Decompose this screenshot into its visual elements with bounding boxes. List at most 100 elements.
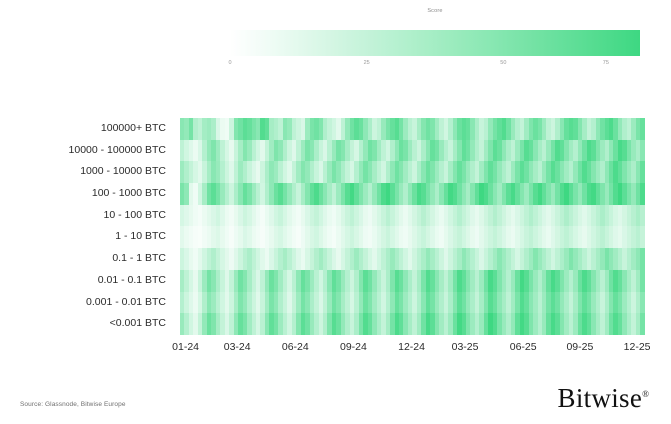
heatmap-cell <box>524 183 529 205</box>
heatmap-cell <box>336 183 341 205</box>
heatmap-row <box>180 313 645 335</box>
heatmap-cell <box>193 291 198 314</box>
heatmap-cell <box>390 269 395 292</box>
heatmap-cell <box>381 118 386 140</box>
heatmap-cell <box>466 139 471 162</box>
heatmap-cell <box>358 118 364 140</box>
heatmap-cell <box>591 226 596 249</box>
heatmap-cell <box>407 313 413 335</box>
heatmap-cell <box>215 291 221 314</box>
heatmap-row <box>180 139 645 162</box>
heatmap-cell <box>577 291 583 314</box>
heatmap-cell <box>546 161 551 184</box>
heatmap-cell <box>613 248 618 270</box>
heatmap-cell <box>300 118 306 140</box>
heatmap-cell <box>470 161 475 184</box>
heatmap-cell <box>363 139 368 162</box>
heatmap-cell <box>394 248 399 270</box>
heatmap-cell <box>421 118 426 140</box>
heatmap-cell <box>555 161 560 184</box>
heatmap-cell <box>323 161 328 184</box>
heatmap-cell <box>461 248 466 270</box>
heatmap-cell <box>515 161 520 184</box>
x-axis-label-0: 01-24 <box>172 341 200 353</box>
heatmap-cell <box>631 269 636 292</box>
heatmap-cell <box>211 139 216 162</box>
heatmap-cell <box>559 248 565 270</box>
heatmap-cell <box>296 269 301 292</box>
heatmap-cell <box>345 204 350 227</box>
heatmap-cell <box>180 248 185 270</box>
heatmap-cell <box>457 161 462 184</box>
heatmap-cell <box>184 183 189 205</box>
heatmap-cell <box>363 161 368 184</box>
heatmap-cell <box>573 161 578 184</box>
heatmap-cell <box>273 161 279 184</box>
heatmap-cell <box>488 183 493 205</box>
heatmap-cell <box>180 291 185 314</box>
heatmap-cell <box>421 139 426 162</box>
heatmap-cell <box>211 291 216 314</box>
heatmap-cell <box>483 139 489 162</box>
heatmap-cell <box>448 118 453 140</box>
heatmap-cell <box>278 291 283 314</box>
heatmap-cell <box>524 291 529 314</box>
x-axis-label-4: 12-24 <box>398 341 425 353</box>
heatmap-cell <box>528 139 534 162</box>
heatmap-cell <box>233 226 239 249</box>
heatmap-cell <box>609 313 614 335</box>
heatmap-cell <box>626 291 632 314</box>
heatmap-cell <box>506 139 511 162</box>
heatmap-cell <box>238 118 243 140</box>
heatmap-cell <box>564 226 569 249</box>
heatmap-cell <box>559 313 565 335</box>
heatmap-cell <box>331 204 337 227</box>
heatmap-cell <box>600 269 605 292</box>
heatmap-cell <box>457 313 462 335</box>
heatmap-cell <box>215 269 221 292</box>
heatmap-cell <box>247 139 252 162</box>
heatmap-cell <box>309 248 315 270</box>
heatmap-cell <box>568 139 574 162</box>
heatmap-cell <box>613 204 618 227</box>
heatmap-cell <box>537 313 542 335</box>
heatmap-cell <box>546 313 551 335</box>
heatmap-cell <box>483 291 489 314</box>
heatmap-cell <box>398 226 404 249</box>
heatmap-cell <box>184 248 189 270</box>
heatmap-cell <box>515 118 520 140</box>
heatmap-cell <box>604 139 609 162</box>
heatmap-cell <box>573 139 578 162</box>
heatmap-cell <box>269 161 274 184</box>
heatmap-cell <box>180 204 185 227</box>
heatmap-row <box>180 161 645 184</box>
heatmap-cell <box>483 226 489 249</box>
heatmap-cell <box>260 291 265 314</box>
heatmap-cell <box>573 118 578 140</box>
heatmap-cell <box>233 269 239 292</box>
heatmap-cell <box>211 161 216 184</box>
heatmap-cell <box>354 248 359 270</box>
heatmap-cell <box>457 204 462 227</box>
heatmap-cell <box>264 313 270 335</box>
heatmap-cell <box>224 248 230 270</box>
heatmap-cell <box>202 118 207 140</box>
x-axis-label-2: 06-24 <box>281 341 309 353</box>
heatmap-cell <box>269 139 274 162</box>
heatmap-cell <box>367 118 373 140</box>
heatmap-cell <box>238 204 243 227</box>
heatmap-cell <box>188 161 194 184</box>
heatmap-cell <box>533 313 538 335</box>
heatmap-cell <box>470 269 475 292</box>
heatmap-cell <box>403 183 408 205</box>
heatmap-cell <box>573 313 578 335</box>
heatmap-cell <box>501 204 507 227</box>
heatmap-cell <box>215 118 221 140</box>
heatmap-cell <box>492 183 498 205</box>
heatmap-cell <box>528 313 534 335</box>
heatmap-cell <box>291 183 297 205</box>
heatmap-cell <box>564 313 569 335</box>
heatmap-cell <box>604 248 609 270</box>
heatmap-cell <box>524 139 529 162</box>
